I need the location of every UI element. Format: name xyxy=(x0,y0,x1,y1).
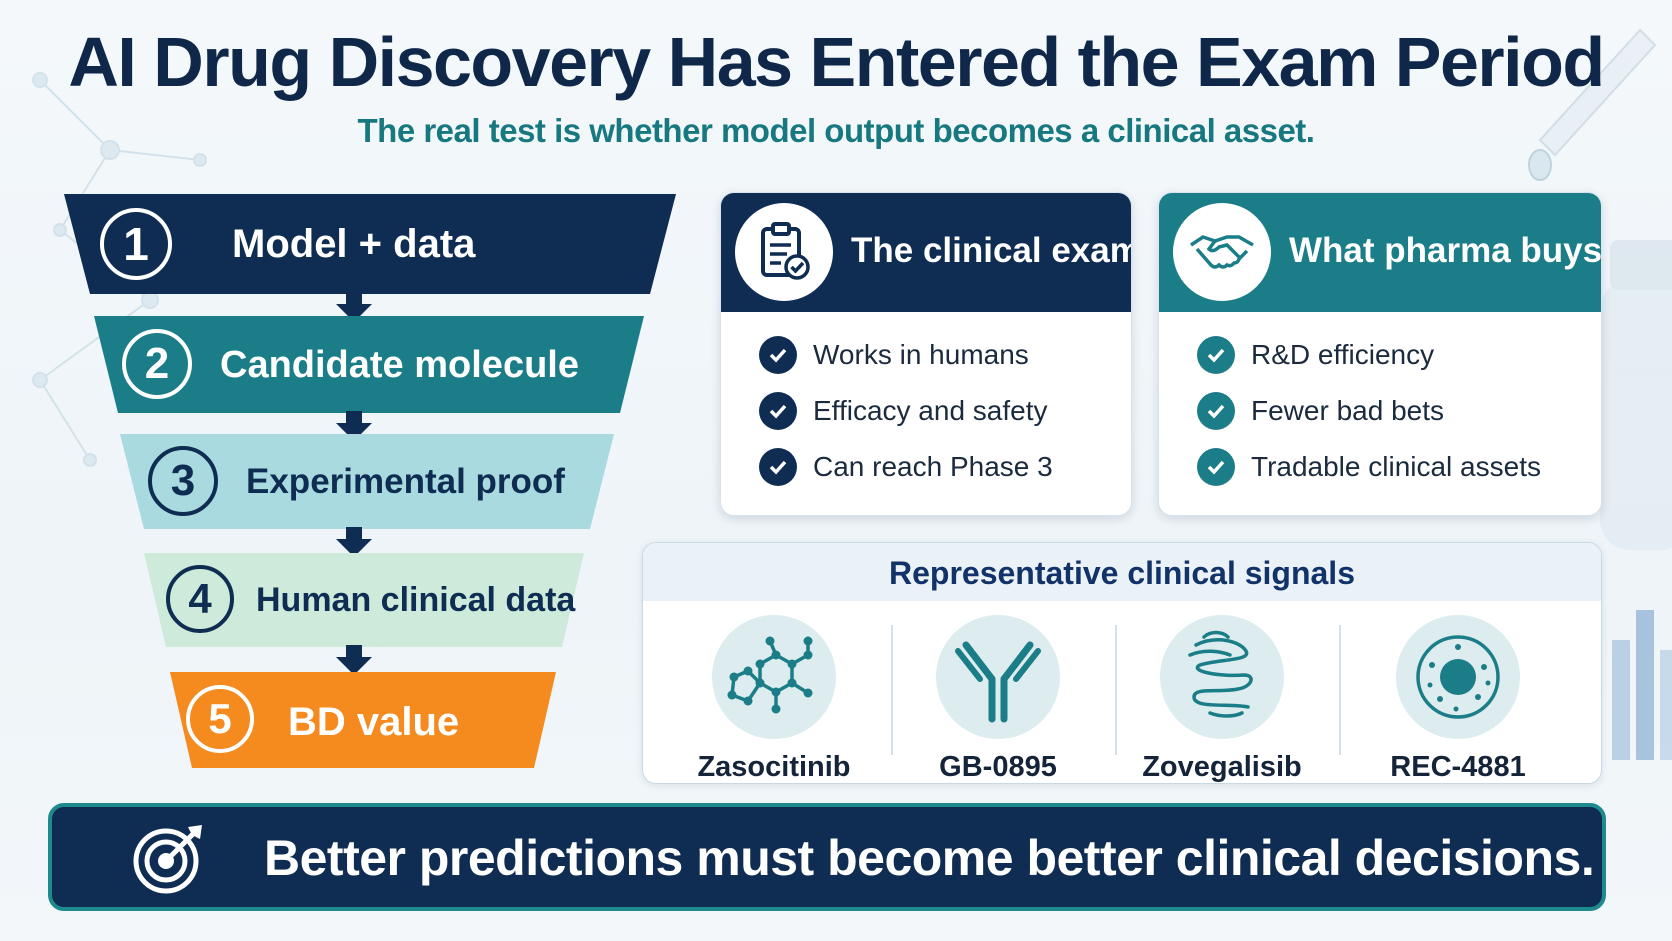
signal-divider xyxy=(1339,625,1341,755)
pharma-buys-item-text: R&D efficiency xyxy=(1251,339,1435,370)
funnel-stage-3: 3 Experimental proof xyxy=(120,434,614,529)
funnel-stage-2-number: 2 xyxy=(122,329,192,399)
pharma-buys-header: What pharma buys xyxy=(1159,193,1601,312)
pharma-buys-card: What pharma buys R&D efficiency Fewer ba… xyxy=(1158,192,1602,516)
clinical-exam-title: The clinical exam xyxy=(851,231,1132,270)
funnel-stage-5-shape xyxy=(170,672,556,768)
cell-icon xyxy=(1396,615,1520,739)
protein-icon xyxy=(1160,615,1284,739)
funnel-stage-1: 1 Model + data xyxy=(64,194,676,294)
clinical-exam-card: The clinical exam Works in humans Effica… xyxy=(720,192,1132,516)
clinical-exam-item: Can reach Phase 3 xyxy=(759,447,1053,487)
funnel-stage-4-number: 4 xyxy=(166,565,234,633)
signal-name: Zasocitinib xyxy=(697,751,851,783)
funnel-stage-1-label: Model + data xyxy=(232,222,476,266)
page-subtitle: The real test is whether model output be… xyxy=(357,112,1315,149)
funnel-stage-4-label: Human clinical data xyxy=(256,581,576,619)
target-icon xyxy=(133,825,202,894)
signal-name: REC-4881 xyxy=(1390,751,1526,783)
signal-item-rec-4881: REC-4881 xyxy=(1343,601,1573,783)
funnel-stage-2-shape xyxy=(94,316,644,413)
funnel-stage-4: 4 Human clinical data xyxy=(144,553,584,647)
check-icon xyxy=(1197,336,1235,374)
check-icon xyxy=(1197,448,1235,486)
pharma-buys-item: R&D efficiency xyxy=(1197,335,1434,375)
funnel-stage-1-number: 1 xyxy=(100,208,172,280)
clinical-exam-item-text: Works in humans xyxy=(813,339,1029,370)
funnel-arrow-3 xyxy=(336,527,372,557)
molecule-icon xyxy=(712,615,836,739)
signal-divider xyxy=(1115,625,1117,755)
funnel-stage-3-number: 3 xyxy=(148,446,218,516)
clinical-exam-item: Efficacy and safety xyxy=(759,391,1048,431)
signal-divider xyxy=(891,625,893,755)
clinical-exam-item-text: Efficacy and safety xyxy=(813,395,1048,426)
pharma-buys-item: Fewer bad bets xyxy=(1197,391,1444,431)
funnel-arrow-4 xyxy=(336,645,372,675)
clinical-exam-header: The clinical exam xyxy=(721,193,1131,312)
funnel-arrow-1 xyxy=(336,292,372,322)
pharma-buys-title: What pharma buys xyxy=(1289,231,1602,270)
banner-text: Better predictions must become better cl… xyxy=(264,830,1595,886)
funnel-stage-5: 5 BD value xyxy=(170,672,556,768)
clinical-signals-header: Representative clinical signals xyxy=(643,543,1601,601)
clipboard-check-icon xyxy=(735,203,833,301)
antibody-icon xyxy=(936,615,1060,739)
pharma-buys-item: Tradable clinical assets xyxy=(1197,447,1541,487)
signal-item-zasocitinib: Zasocitinib xyxy=(659,601,889,783)
clinical-signals-panel: Representative clinical signals xyxy=(642,542,1602,784)
pharma-buys-item-text: Tradable clinical assets xyxy=(1251,451,1541,482)
check-icon xyxy=(1197,392,1235,430)
signal-item-zovegalisib: Zovegalisib xyxy=(1107,601,1337,783)
page-title: AI Drug Discovery Has Entered the Exam P… xyxy=(68,23,1605,101)
check-icon xyxy=(759,392,797,430)
signal-name: GB-0895 xyxy=(939,751,1057,783)
bottom-banner: Better predictions must become better cl… xyxy=(48,803,1606,911)
funnel-stage-2-label: Candidate molecule xyxy=(220,344,579,386)
funnel-stage-5-number: 5 xyxy=(186,685,254,753)
check-icon xyxy=(759,448,797,486)
funnel-stage-3-shape xyxy=(120,434,614,529)
funnel-stage-4-shape xyxy=(144,553,584,647)
funnel-arrow-2 xyxy=(336,411,372,441)
clinical-exam-item: Works in humans xyxy=(759,335,1029,375)
funnel-stage-5-label: BD value xyxy=(288,700,460,744)
clinical-signals-title: Representative clinical signals xyxy=(889,555,1355,591)
check-icon xyxy=(759,336,797,374)
funnel-stage-2: 2 Candidate molecule xyxy=(94,316,644,413)
handshake-icon xyxy=(1173,203,1271,301)
funnel-stage-3-label: Experimental proof xyxy=(246,462,565,501)
signal-item-gb-0895: GB-0895 xyxy=(883,601,1113,783)
pharma-buys-item-text: Fewer bad bets xyxy=(1251,395,1444,426)
clinical-exam-item-text: Can reach Phase 3 xyxy=(813,451,1053,482)
funnel-stage-1-shape xyxy=(64,194,676,294)
signal-name: Zovegalisib xyxy=(1142,751,1302,783)
